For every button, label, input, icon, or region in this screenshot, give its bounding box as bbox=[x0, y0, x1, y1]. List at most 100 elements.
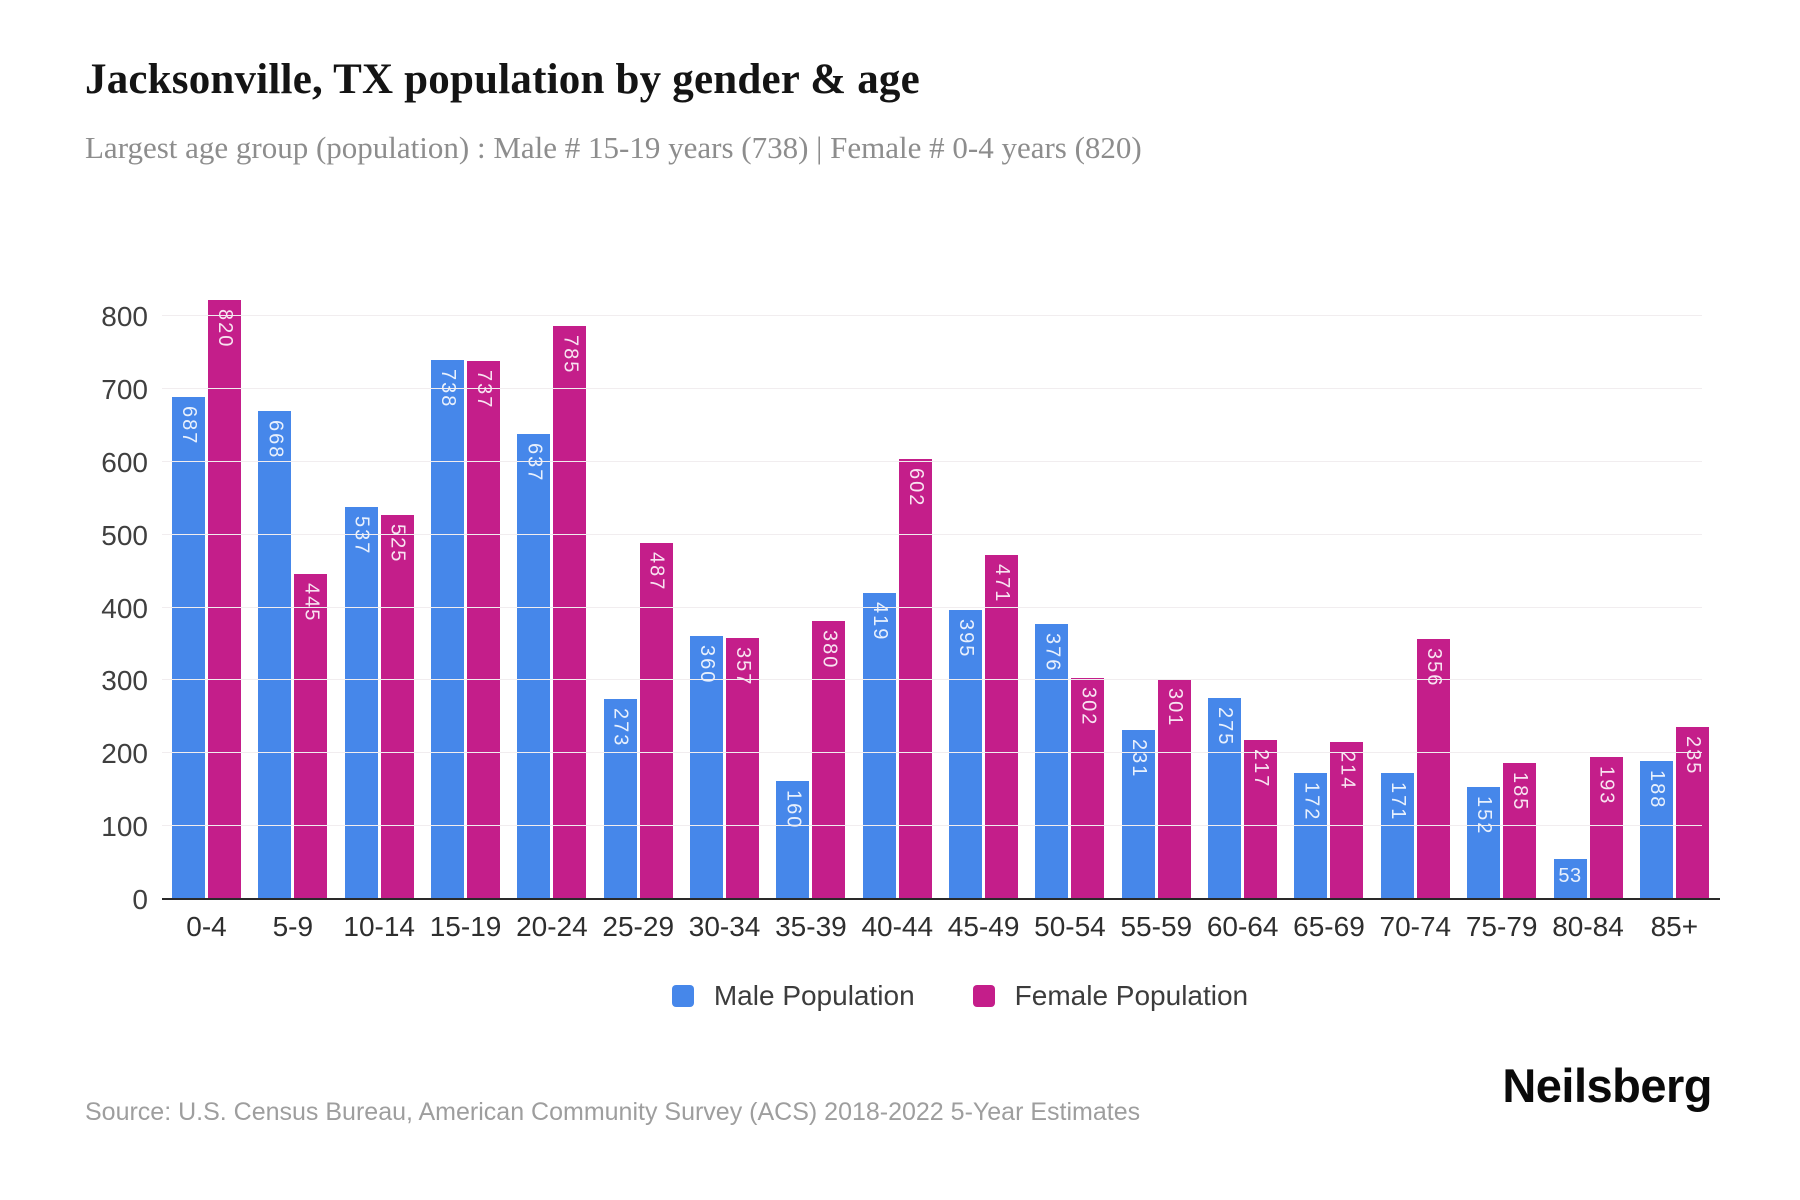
bar-group-60-64: 275 217 60-64 bbox=[1207, 292, 1278, 942]
male-bar-30-34: 360 bbox=[690, 636, 724, 898]
x-axis-label-55-59: 55-59 bbox=[1120, 911, 1193, 942]
bar-group-50-54: 376 302 50-54 bbox=[1034, 292, 1106, 942]
female-bar-30-34: 357 bbox=[726, 638, 760, 898]
female-bar-value-label: 525 bbox=[386, 524, 409, 564]
x-axis-label-40-44: 40-44 bbox=[861, 911, 934, 942]
female-bar-value-label: 214 bbox=[1336, 751, 1359, 791]
gridline-100 bbox=[162, 825, 1702, 827]
male-bar-value-label: 231 bbox=[1127, 739, 1150, 779]
x-axis-label-15-19: 15-19 bbox=[429, 911, 502, 942]
y-axis-tick-100: 100 bbox=[101, 811, 148, 843]
male-bar-50-54: 376 bbox=[1035, 624, 1069, 898]
female-bar-value-label: 217 bbox=[1250, 749, 1273, 789]
female-bar-35-39: 380 bbox=[812, 621, 846, 898]
x-axis-label-80-84: 80-84 bbox=[1552, 911, 1624, 942]
source-text: Source: U.S. Census Bureau, American Com… bbox=[85, 1098, 1141, 1126]
legend-item-male: Male Population bbox=[671, 980, 915, 1012]
male-bar-value-label: 160 bbox=[782, 790, 805, 830]
gridline-200 bbox=[162, 752, 1702, 754]
male-bar-value-label: 395 bbox=[955, 619, 978, 659]
female-bar-value-label: 445 bbox=[300, 583, 323, 623]
male-bar-value-label: 637 bbox=[523, 443, 546, 483]
y-axis-tick-800: 800 bbox=[101, 301, 148, 332]
x-axis-label-20-24: 20-24 bbox=[516, 911, 588, 942]
male-bar-15-19: 738 bbox=[431, 360, 465, 898]
male-bar-value-label: 360 bbox=[696, 645, 719, 685]
male-bar-25-29: 273 bbox=[603, 699, 637, 898]
female-bar-65-69: 214 bbox=[1330, 742, 1364, 898]
gridline-700 bbox=[162, 387, 1702, 389]
female-bar-value-label: 302 bbox=[1077, 687, 1100, 727]
male-bar-80-84: 53 bbox=[1553, 859, 1587, 898]
x-axis-label-85+: 85+ bbox=[1650, 911, 1699, 942]
y-axis-tick-300: 300 bbox=[101, 665, 148, 697]
x-axis-label-50-54: 50-54 bbox=[1034, 911, 1106, 942]
bar-group-30-34: 360 357 30-34 bbox=[689, 292, 760, 942]
bar-group-20-24: 637 785 20-24 bbox=[516, 292, 588, 942]
x-axis-label-45-49: 45-49 bbox=[947, 911, 1020, 942]
bar-chart-plot-area: 687 820 0-4 668 445 5-9 537 525 10-14 738 737 15-19… bbox=[101, 292, 1720, 942]
page-subtitle: Largest age group (population) : Male # … bbox=[85, 130, 1142, 165]
bar-groups-container: 687 820 0-4 668 445 5-9 537 525 10-14 738 737 15-19… bbox=[172, 292, 1709, 942]
male-bar-20-24: 637 bbox=[517, 434, 551, 898]
female-bar-value-label: 301 bbox=[1163, 688, 1186, 728]
x-axis-label-30-34: 30-34 bbox=[688, 911, 761, 942]
male-bar-75-79: 152 bbox=[1467, 787, 1501, 898]
gridline-600 bbox=[162, 460, 1702, 462]
y-axis-tick-200: 200 bbox=[101, 738, 148, 770]
x-axis-label-65-69: 65-69 bbox=[1293, 911, 1365, 942]
male-bar-value-label: 152 bbox=[1473, 796, 1496, 836]
y-axis-tick-0: 0 bbox=[132, 884, 148, 915]
x-axis-label-35-39: 35-39 bbox=[775, 911, 847, 942]
female-bar-0-4: 820 bbox=[208, 300, 241, 898]
bar-group-5-9: 668 445 5-9 bbox=[258, 292, 328, 942]
female-bar-25-29: 487 bbox=[639, 543, 673, 898]
female-bar-85+: 235 bbox=[1675, 727, 1709, 898]
bar-group-65-69: 172 214 65-69 bbox=[1293, 292, 1365, 942]
male-bar-value-label: 537 bbox=[350, 516, 373, 556]
bar-group-0-4: 687 820 0-4 bbox=[172, 292, 241, 942]
female-legend-swatch-icon bbox=[972, 985, 995, 1007]
male-bar-value-label: 53 bbox=[1558, 865, 1582, 887]
male-bar-0-4: 687 bbox=[172, 397, 205, 898]
male-bar-45-49: 395 bbox=[949, 610, 983, 898]
y-axis-tick-500: 500 bbox=[101, 519, 148, 551]
female-bar-40-44: 602 bbox=[898, 459, 932, 898]
bar-group-70-74: 171 356 70-74 bbox=[1380, 292, 1451, 942]
bar-group-15-19: 738 737 15-19 bbox=[430, 292, 501, 942]
male-legend-swatch-icon bbox=[671, 985, 694, 1007]
male-bar-65-69: 172 bbox=[1294, 773, 1328, 898]
legend: Male Population Female Population bbox=[0, 980, 1800, 1012]
gridline-300 bbox=[162, 679, 1702, 681]
female-bar-80-84: 193 bbox=[1589, 757, 1623, 898]
female-bar-value-label: 737 bbox=[473, 370, 496, 410]
female-bar-55-59: 301 bbox=[1157, 679, 1191, 898]
male-bar-value-label: 171 bbox=[1386, 782, 1409, 822]
female-bar-value-label: 380 bbox=[818, 630, 841, 670]
female-bar-value-label: 235 bbox=[1681, 736, 1704, 776]
male-bar-40-44: 419 bbox=[862, 593, 896, 898]
female-bar-value-label: 471 bbox=[991, 564, 1014, 604]
bar-group-35-39: 160 380 35-39 bbox=[775, 292, 847, 942]
gridline-800 bbox=[162, 315, 1702, 316]
bar-group-40-44: 419 602 40-44 bbox=[861, 292, 933, 942]
bar-group-10-14: 537 525 10-14 bbox=[343, 292, 415, 942]
female-bar-value-label: 820 bbox=[214, 309, 236, 349]
female-bar-5-9: 445 bbox=[294, 574, 328, 898]
female-bar-value-label: 487 bbox=[645, 552, 668, 592]
male-bar-value-label: 376 bbox=[1041, 633, 1064, 673]
female-bar-value-label: 357 bbox=[732, 647, 755, 687]
male-bar-60-64: 275 bbox=[1208, 698, 1242, 898]
female-bar-50-54: 302 bbox=[1071, 678, 1105, 898]
male-bar-value-label: 188 bbox=[1645, 770, 1668, 810]
male-bar-10-14: 537 bbox=[344, 507, 378, 898]
female-bar-70-74: 356 bbox=[1416, 639, 1450, 898]
female-bar-value-label: 356 bbox=[1422, 648, 1445, 688]
female-bar-15-19: 737 bbox=[467, 361, 501, 898]
female-legend-label: Female Population bbox=[1014, 980, 1249, 1011]
male-bar-85+: 188 bbox=[1639, 761, 1673, 898]
x-axis-label-75-79: 75-79 bbox=[1465, 911, 1538, 942]
male-bar-55-59: 231 bbox=[1121, 730, 1155, 898]
y-axis-tick-400: 400 bbox=[101, 592, 148, 624]
